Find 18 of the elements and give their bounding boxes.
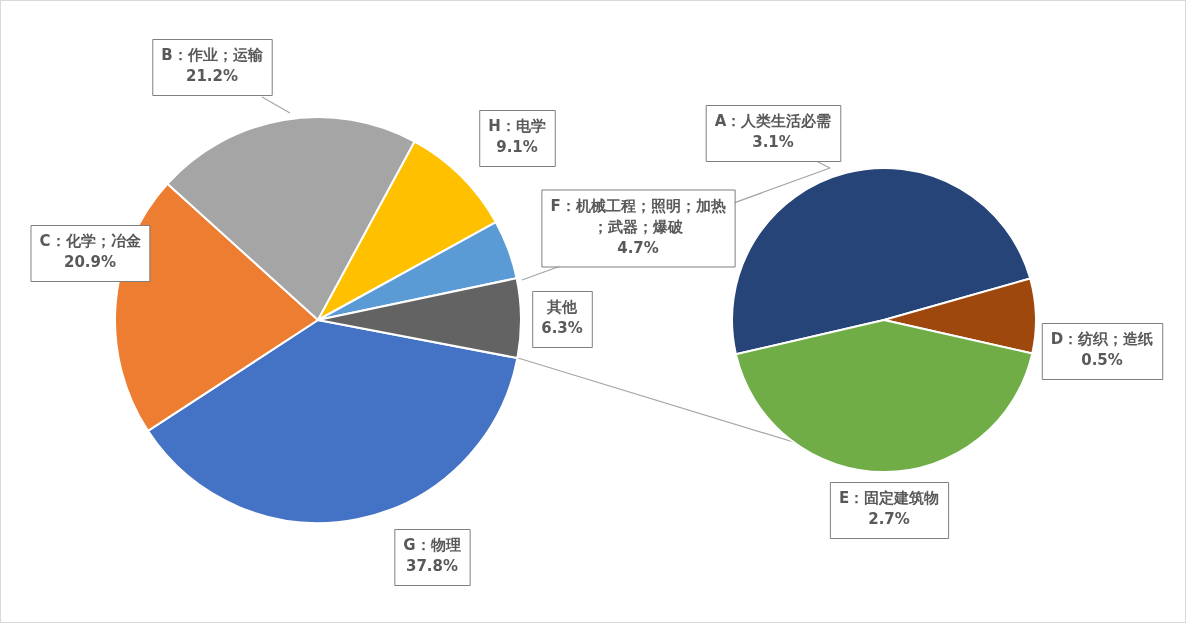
data-label: 0.5% [1081, 351, 1123, 370]
slice-label: E：固定建筑物 [838, 489, 940, 508]
slice-label: 其他 [546, 298, 578, 317]
slice-label: H：电学 [488, 117, 546, 136]
slice-label: B：作业；运输 [161, 46, 264, 65]
data-label: 3.1% [752, 133, 794, 152]
data-label: 37.8% [405, 557, 459, 576]
slice-label: F：机械工程；照明；加热；武器；爆破 [550, 196, 726, 236]
slice-label: G：物理 [403, 536, 461, 555]
slice-label: A：人类生活必需 [714, 112, 832, 131]
slice-label: C：化学；冶金 [39, 232, 141, 251]
data-label: 21.2% [185, 67, 239, 86]
data-label: 4.7% [617, 238, 659, 257]
data-label: 6.3% [541, 319, 583, 338]
slice-label: D：纺织；造纸 [1050, 330, 1154, 349]
data-label: 9.1% [496, 138, 538, 157]
data-label: 20.9% [63, 253, 117, 272]
data-label: 2.7% [868, 510, 910, 529]
